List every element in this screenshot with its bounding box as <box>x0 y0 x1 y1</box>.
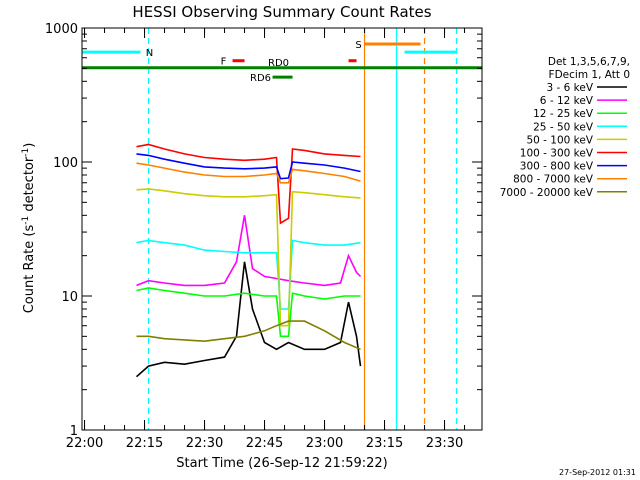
x-tick-label-3: 22:45 <box>246 436 283 451</box>
flag-label-n: N <box>146 48 153 59</box>
legend-label-4: 50 - 100 keV <box>526 134 593 146</box>
y-axis-label-end: ) <box>22 143 37 148</box>
y-tick-label-3: 1000 <box>45 22 78 37</box>
x-axis-label: Start Time (26-Sep-12 21:59:22) <box>176 456 387 471</box>
flag-label-f: F <box>221 57 227 68</box>
legend-label-8: 7000 - 20000 keV <box>500 187 594 199</box>
legend-header-1: FDecim 1, Att 0 <box>549 69 630 81</box>
y-axis-label-base: Count Rate (s <box>22 225 37 314</box>
series-line-5 <box>136 143 361 225</box>
y-tick-label-2: 100 <box>53 156 78 171</box>
legend-label-3: 25 - 50 keV <box>533 121 594 133</box>
x-tick-label-0: 22:00 <box>66 436 103 451</box>
series-line-0 <box>135 261 362 378</box>
y-axis-label-mid: detector <box>22 156 37 216</box>
legend-label-2: 12 - 25 keV <box>533 108 594 120</box>
y-tick-label-1: 10 <box>61 290 78 305</box>
y-tick-label-0: 1 <box>70 424 78 439</box>
series-line-1 <box>136 215 362 287</box>
series-line-3 <box>136 239 361 310</box>
plot-frame <box>81 27 483 431</box>
series-line-8 <box>136 320 361 351</box>
x-tick-label-5: 23:15 <box>366 436 403 451</box>
flag-label-s: S <box>355 40 361 51</box>
series-line-6 <box>136 153 361 180</box>
flag-label-rd6: RD6 <box>250 73 271 84</box>
series-line-2 <box>136 287 361 338</box>
series-line-7 <box>136 162 361 184</box>
legend-label-6: 300 - 800 keV <box>520 161 594 173</box>
y-axis-label: Count Rate (s-1 detector-1) <box>21 143 37 314</box>
y-axis-label-sup2: -1 <box>21 148 31 157</box>
legend: Det 1,3,5,6,7,9,FDecim 1, Att 03 - 6 keV… <box>500 56 630 199</box>
footer-date: 27-Sep-2012 01:31 <box>559 468 636 477</box>
x-tick-label-2: 22:30 <box>186 436 223 451</box>
y-axis-label-sup1: -1 <box>21 216 31 225</box>
legend-label-5: 100 - 300 keV <box>520 148 594 160</box>
legend-label-7: 800 - 7000 keV <box>513 174 594 186</box>
flag-label-rd0: RD0 <box>268 58 289 69</box>
chart-title: HESSI Observing Summary Count Rates <box>132 3 431 21</box>
legend-label-0: 3 - 6 keV <box>546 82 593 94</box>
x-tick-label-1: 22:15 <box>126 436 163 451</box>
legend-label-1: 6 - 12 keV <box>540 95 594 107</box>
x-tick-label-4: 23:00 <box>306 436 343 451</box>
plot-area: N S F RD0 RD6 1 10 100 1000 22:00 22:15 22:30 22:45 2… <box>45 22 483 451</box>
x-tick-label-6: 23:30 <box>426 436 463 451</box>
series-line-4 <box>136 188 361 327</box>
legend-header-0: Det 1,3,5,6,7,9, <box>548 56 630 68</box>
